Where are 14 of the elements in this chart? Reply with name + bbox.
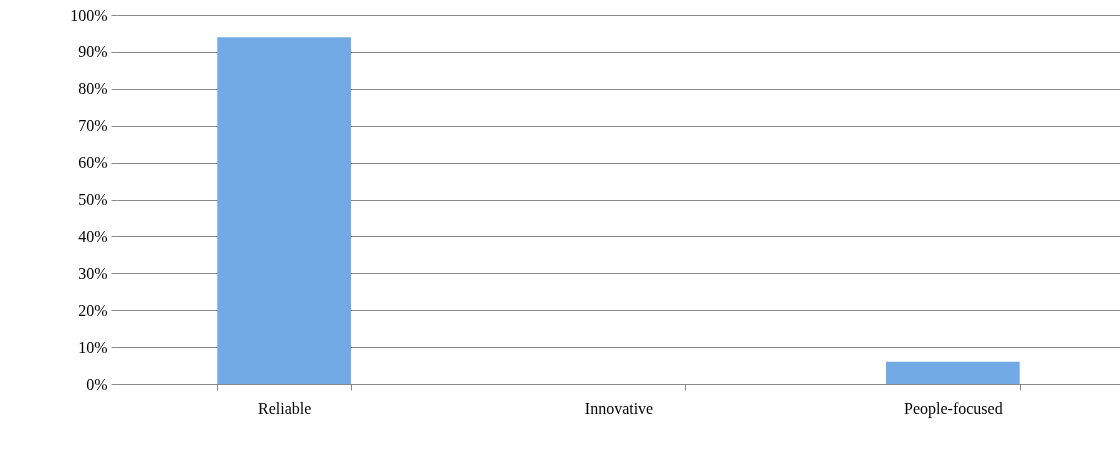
y-tick-label: 0%: [86, 375, 108, 393]
x-tick-label: People-focused: [904, 399, 1003, 418]
y-tick-label: 50%: [78, 191, 108, 208]
y-tick-label: 80%: [78, 80, 108, 98]
y-tick-label: 90%: [78, 43, 108, 61]
y-tick-label: 100%: [70, 6, 108, 24]
y-tick-label: 10%: [78, 338, 108, 356]
x-tick-label: Reliable: [258, 399, 312, 417]
y-tick-label: 40%: [78, 227, 108, 245]
x-tick-label: Innovative: [584, 399, 654, 417]
y-tick-label: 70%: [78, 117, 108, 135]
y-tick-label: 60%: [78, 154, 108, 172]
y-tick-label: 20%: [78, 301, 108, 319]
y-tick-label: 30%: [78, 264, 108, 282]
